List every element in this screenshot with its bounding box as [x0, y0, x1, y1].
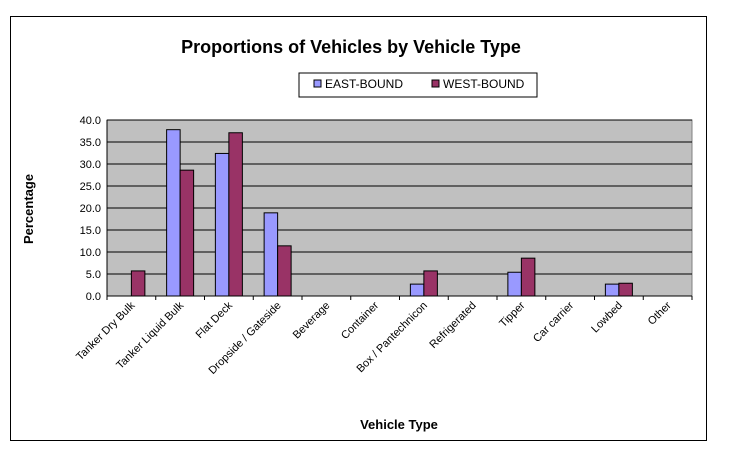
- legend-label-east-bound: EAST-BOUND: [325, 77, 403, 91]
- bar-east-bound-dropside-gateside: [263, 212, 279, 297]
- bar-west-bound-tanker-dry-bulk: [130, 270, 146, 297]
- bar-east-bound-lowbed: [604, 283, 620, 297]
- bar-east-bound-flat-deck: [214, 152, 230, 297]
- category-label-tipper: Tipper: [497, 299, 527, 329]
- y-tick-label: 15.0: [80, 225, 101, 237]
- legend-box: [298, 72, 538, 98]
- category-label-beverage: Beverage: [291, 300, 333, 342]
- x-axis-title: Vehicle Type: [360, 417, 438, 432]
- bar-west-bound-box-pantechnicon: [423, 270, 438, 297]
- y-tick-label: 5.0: [86, 269, 101, 281]
- y-tick-labels: 0.0 5.0 10.0 15.0 20.0 25.0 30.0 35.0 40.0: [80, 115, 101, 303]
- y-tick-label: 10.0: [80, 247, 101, 259]
- y-tick-label: 30.0: [80, 159, 101, 171]
- bar-east-bound-box-pantechnicon: [409, 283, 425, 297]
- y-tick-label: 0.0: [86, 291, 101, 303]
- bars: [130, 129, 633, 297]
- category-label-refrigerated: Refrigerated: [427, 300, 478, 351]
- chart-frame: Proportions of Vehicles by Vehicle Type …: [10, 16, 707, 441]
- legend-swatch-west-bound: [431, 79, 440, 88]
- bar-west-bound-tanker-liquid-bulk: [179, 169, 195, 297]
- bar-east-bound-tanker-liquid-bulk: [166, 129, 181, 297]
- bar-west-bound-dropside-gateside: [277, 245, 292, 297]
- y-tick-label: 40.0: [80, 115, 101, 127]
- legend: EAST-BOUND WEST-BOUND: [298, 72, 538, 98]
- category-label-car-carrier: Car carrier: [531, 299, 576, 344]
- y-axis-title: Percentage: [21, 174, 36, 244]
- bar-west-bound-tipper: [520, 257, 536, 297]
- bar-east-bound-tipper: [507, 271, 522, 297]
- y-tick-label: 35.0: [80, 137, 101, 149]
- chart-title: Proportions of Vehicles by Vehicle Type: [181, 37, 521, 57]
- category-label-container: Container: [339, 299, 381, 341]
- axes: [106, 120, 693, 300]
- category-label-lowbed: Lowbed: [589, 300, 625, 336]
- y-tick-label: 20.0: [80, 203, 101, 215]
- category-label-flat-deck: Flat Deck: [194, 299, 236, 341]
- y-tick-label: 25.0: [80, 181, 101, 193]
- legend-label-west-bound: WEST-BOUND: [443, 77, 525, 91]
- legend-swatch-east-bound: [313, 79, 322, 88]
- bar-west-bound-flat-deck: [228, 132, 243, 297]
- category-label-other: Other: [646, 299, 674, 327]
- bar-west-bound-lowbed: [618, 282, 633, 297]
- bar-chart: Proportions of Vehicles by Vehicle Type …: [21, 37, 693, 432]
- gridlines: [107, 119, 692, 297]
